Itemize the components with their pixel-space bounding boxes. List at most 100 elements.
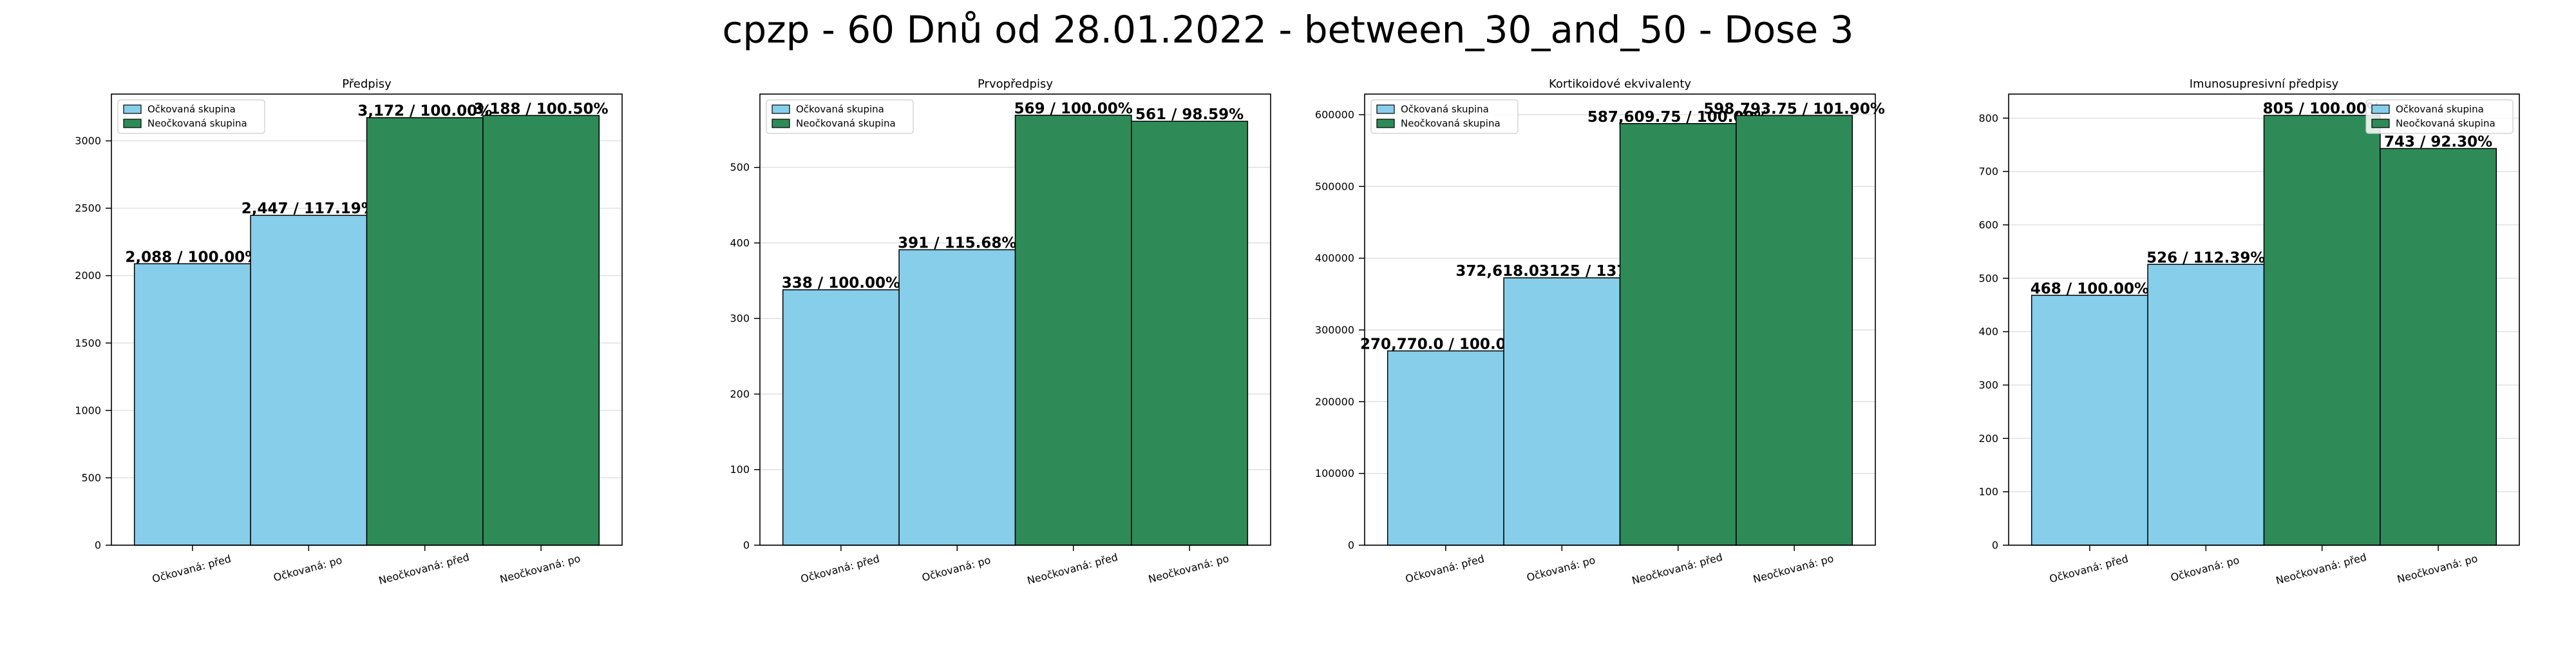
bar-value-label: 391 / 115.68% bbox=[898, 235, 1016, 252]
legend-swatch bbox=[2371, 104, 2390, 114]
x-tick-label: Neočkovaná: před bbox=[1026, 551, 1119, 587]
y-tick-label: 0 bbox=[1348, 539, 1354, 552]
y-tick-label: 100 bbox=[1978, 486, 1998, 498]
bar-3 bbox=[1014, 115, 1132, 546]
y-tick-label: 300 bbox=[730, 313, 750, 325]
bar-4 bbox=[2380, 148, 2497, 546]
y-tick-label: 2500 bbox=[75, 202, 101, 215]
x-tick-label: Očkovaná: po bbox=[921, 554, 992, 584]
bar-3 bbox=[366, 117, 484, 546]
x-tick-label: Neočkovaná: před bbox=[377, 551, 471, 587]
legend-label: Očkovaná skupina bbox=[1401, 104, 1489, 115]
legend-label: Neočkovaná skupina bbox=[2396, 118, 2496, 130]
y-tick-label: 300 bbox=[1978, 379, 1998, 391]
legend: Očkovaná skupina Neočkovaná skupina bbox=[766, 99, 914, 134]
subplot-title: Kortikoidové ekvivalenty bbox=[1549, 77, 1691, 91]
bar-1 bbox=[2031, 295, 2148, 546]
x-tick-label: Očkovaná: před bbox=[2048, 552, 2130, 585]
axes-frame bbox=[1364, 93, 1876, 546]
y-tick-label: 500 bbox=[1978, 272, 1998, 284]
legend-box bbox=[766, 99, 914, 134]
legend-label: Očkovaná skupina bbox=[796, 104, 884, 115]
legend-swatch bbox=[2371, 119, 2390, 128]
y-tick-label: 500 bbox=[81, 472, 101, 484]
legend-swatch bbox=[1376, 104, 1395, 114]
x-tick-label: Očkovaná: po bbox=[1526, 554, 1597, 584]
bar-value-label: 561 / 98.59% bbox=[1135, 106, 1244, 123]
bar-value-label: 3,172 / 100.00% bbox=[357, 103, 492, 120]
bar-1 bbox=[782, 289, 900, 546]
legend-swatch bbox=[123, 119, 142, 128]
legend-label: Neočkovaná skupina bbox=[796, 118, 896, 130]
bar-value-label: 2,447 / 117.19% bbox=[242, 200, 376, 217]
bar-2 bbox=[2147, 264, 2265, 546]
subplot-title: Prvopředpisy bbox=[978, 77, 1053, 91]
bar-4 bbox=[482, 115, 600, 546]
axes-frame bbox=[2008, 93, 2520, 546]
x-tick-label: Očkovaná: před bbox=[151, 552, 232, 585]
axes-frame bbox=[111, 93, 623, 546]
y-tick-label: 1000 bbox=[75, 404, 101, 416]
bar-4 bbox=[1736, 115, 1853, 546]
x-tick-label: Neočkovaná: před bbox=[1631, 551, 1724, 587]
chart-panel-2: 0 100 200 300 400 500 338 / 100.00% Očkovaná: p… bbox=[730, 77, 1271, 587]
y-tick-label: 700 bbox=[1978, 166, 1998, 178]
y-tick-label: 0 bbox=[743, 539, 750, 552]
chart-panel-1: 0 500 1000 1500 2000 2500 3000 2,088 / 100.00% O… bbox=[75, 77, 623, 587]
bar-1 bbox=[133, 263, 251, 546]
x-tick-label: Neočkovaná: před bbox=[2275, 551, 2368, 587]
legend: Očkovaná skupina Neočkovaná skupina bbox=[1370, 99, 1519, 134]
y-tick-label: 800 bbox=[1978, 112, 1998, 124]
y-tick-label: 100000 bbox=[1315, 467, 1354, 479]
subplot-title: Předpisy bbox=[342, 77, 392, 91]
x-tick-label: Očkovaná: po bbox=[272, 554, 344, 584]
bar-value-label: 2,088 / 100.00% bbox=[125, 249, 260, 266]
y-tick-label: 400000 bbox=[1315, 252, 1354, 264]
y-tick-label: 2000 bbox=[75, 269, 101, 282]
y-tick-label: 200000 bbox=[1315, 396, 1354, 408]
bar-3 bbox=[2263, 115, 2381, 546]
bar-value-label: 468 / 100.00% bbox=[2031, 280, 2149, 297]
bar-3 bbox=[1619, 123, 1737, 546]
bar-2 bbox=[1503, 277, 1621, 546]
x-tick-label: Neočkovaná: po bbox=[498, 552, 582, 586]
bar-value-label: 743 / 92.30% bbox=[2384, 133, 2492, 150]
bar-value-label: 598,793.75 / 101.90% bbox=[1703, 101, 1885, 117]
y-tick-label: 300000 bbox=[1315, 324, 1354, 336]
x-tick-label: Očkovaná: po bbox=[2170, 554, 2241, 584]
legend-box bbox=[117, 99, 265, 134]
y-tick-label: 3000 bbox=[75, 135, 101, 147]
y-tick-label: 0 bbox=[95, 539, 101, 552]
y-tick-label: 0 bbox=[1992, 539, 1998, 552]
y-tick-label: 200 bbox=[1978, 432, 1998, 445]
y-tick-label: 400 bbox=[1978, 325, 1998, 338]
y-tick-label: 600000 bbox=[1315, 108, 1354, 121]
legend-swatch bbox=[1376, 119, 1395, 128]
x-tick-label: Očkovaná: před bbox=[799, 552, 881, 585]
bar-value-label: 3,188 / 100.50% bbox=[474, 101, 609, 117]
bar-4 bbox=[1131, 121, 1249, 546]
legend-swatch bbox=[772, 119, 790, 128]
legend-box bbox=[2365, 99, 2514, 134]
bar-value-label: 569 / 100.00% bbox=[1014, 101, 1133, 117]
y-tick-label: 200 bbox=[730, 388, 750, 400]
chart-panel-4: 0 100 200 300 400 500 600 700 800 468 / 100.00% Oč… bbox=[1978, 77, 2520, 587]
legend: Očkovaná skupina Neočkovaná skupina bbox=[2365, 99, 2514, 134]
y-tick-label: 400 bbox=[730, 237, 750, 249]
y-tick-label: 500000 bbox=[1315, 180, 1354, 193]
y-tick-label: 1500 bbox=[75, 337, 101, 349]
bar-value-label: 338 / 100.00% bbox=[782, 275, 900, 292]
bar-1 bbox=[1387, 350, 1504, 546]
legend-label: Neočkovaná skupina bbox=[1401, 118, 1501, 130]
chart-panel-3: 0 100000 200000 300000 400000 500000 600000 270… bbox=[1315, 77, 1885, 587]
subplot-title: Imunosupresivní předpisy bbox=[2190, 77, 2339, 91]
y-tick-label: 500 bbox=[730, 161, 750, 173]
bar-value-label: 805 / 100.00% bbox=[2263, 101, 2382, 117]
bar-2 bbox=[250, 215, 368, 546]
bar-2 bbox=[898, 249, 1016, 546]
legend-swatch bbox=[772, 104, 790, 114]
figure-title: cpzp - 60 Dnů od 28.01.2022 - between_30… bbox=[722, 8, 1854, 52]
legend-label: Neočkovaná skupina bbox=[147, 118, 247, 130]
